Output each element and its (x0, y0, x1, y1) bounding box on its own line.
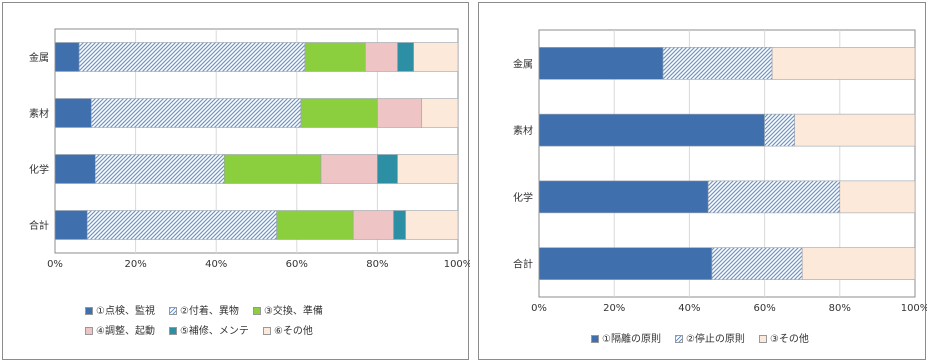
right-chart-x-tick-label: 60% (753, 303, 775, 314)
left-chart-bar-segment (320, 154, 378, 184)
right-chart-legend-swatch (591, 335, 599, 343)
left-chart-x-tick-label: 60% (286, 259, 308, 270)
right-chart-legend-swatch (674, 335, 683, 343)
left-chart-legend-label: ③交換、準備 (263, 306, 323, 317)
left-chart-legend-swatch (85, 307, 93, 315)
left-chart-bar-segment (54, 98, 92, 128)
left-chart-x-tick-label: 40% (205, 259, 227, 270)
right-chart-legend-item: ①隔離の原則 (591, 333, 661, 347)
left-chart-bar-segment (405, 210, 459, 240)
left-chart-legend-item: ④調整、起動 (85, 325, 155, 339)
left-chart-legend-label: ④調整、起動 (96, 326, 155, 337)
left-chart-legend-row: ①点検、監視 ②付着、異物 ③交換、準備 (85, 305, 337, 325)
left-chart-plot-area (54, 28, 459, 254)
left-chart-bar-segment (397, 42, 414, 72)
right-chart-category-label: 金属 (513, 57, 533, 70)
left-chart-category-label: 合計 (29, 219, 49, 232)
left-chart-legend-item: ③交換、準備 (252, 305, 323, 319)
right-chart-x-tick-label: 40% (678, 303, 700, 314)
left-chart-bar-segment (397, 154, 459, 184)
left-chart-panel: 0% 20% 40% 60% 80% 100% 金属素材化学合計 ①点検、監視 ②付着、異物 ③… (2, 2, 470, 360)
left-chart-x-tick-label: 0% (47, 259, 63, 270)
left-chart-legend-label: ⑤補修、メンテ (179, 326, 249, 337)
right-chart-x-tick-label: 0% (531, 303, 547, 314)
right-chart-category-label: 化学 (513, 191, 533, 204)
left-chart-legend-label: ①点検、監視 (96, 306, 155, 317)
right-chart-category-label: 合計 (513, 258, 533, 271)
right-chart-legend-label: ②停止の原則 (685, 334, 745, 345)
left-chart-category-label: 化学 (29, 163, 49, 176)
left-chart-bar-segment (365, 42, 398, 72)
right-chart-x-tick-label: 80% (829, 303, 851, 314)
left-chart-bar-segment (86, 210, 277, 240)
left-chart-bar-segment (413, 42, 459, 72)
left-chart-legend-label: ②付着、異物 (179, 306, 239, 317)
right-chart-bar-segment (771, 47, 916, 80)
left-chart-bar-segment (377, 154, 398, 184)
left-chart-category-label: 金属 (29, 51, 49, 64)
left-chart-x-tick-label: 100% (444, 259, 470, 270)
right-chart-bar-segment (801, 247, 916, 280)
left-chart-legend-row: ④調整、起動 ⑤補修、メンテ ⑥その他 (85, 325, 337, 345)
left-chart-bar-segment (90, 98, 302, 128)
right-chart-category-label: 素材 (513, 124, 533, 137)
left-chart-bar-segment (54, 42, 80, 72)
right-chart-legend-row: ①隔離の原則 ②停止の原則 ③その他 (591, 333, 823, 353)
left-chart-category-label: 素材 (29, 107, 49, 120)
right-chart-legend: ①隔離の原則 ②停止の原則 ③その他 (591, 333, 823, 353)
left-chart-legend: ①点検、監視 ②付着、異物 ③交換、準備 ④調整、起動 ⑤補修、メンテ ⑥その他 (85, 305, 337, 345)
right-chart-bar-segment (538, 113, 765, 147)
left-chart-x-tick-label: 80% (366, 259, 388, 270)
right-chart-legend-item: ③その他 (758, 333, 809, 347)
left-chart-bar-segment (393, 210, 406, 240)
left-chart-legend-swatch (252, 307, 261, 315)
left-chart-bar-segment (223, 154, 322, 184)
left-chart-bar-segment (78, 42, 306, 72)
left-chart-legend-item: ⑤補修、メンテ (168, 325, 249, 339)
left-chart-bar-segment (421, 98, 459, 128)
right-chart-legend-label: ③その他 (769, 334, 809, 345)
right-chart-bar-segment (538, 180, 709, 214)
left-chart-x-tick-label: 20% (124, 259, 146, 270)
left-chart-legend-swatch (168, 307, 177, 315)
right-chart-bar-segment (538, 47, 664, 80)
left-chart-legend-item: ⑥その他 (262, 325, 313, 339)
right-chart-legend-label: ①隔離の原則 (602, 334, 661, 345)
right-chart-bar-segment (764, 113, 795, 147)
left-chart-legend-item: ①点検、監視 (85, 305, 155, 319)
right-chart-bar-segment (707, 180, 841, 214)
left-chart-bar-segment (276, 210, 354, 240)
left-chart-legend-swatch (262, 327, 271, 335)
right-chart-legend-item: ②停止の原則 (674, 333, 745, 347)
right-chart-bar-segment (662, 47, 773, 80)
right-chart-panel: 0% 20% 40% 60% 80% 100% 金属素材化学合計 ①隔離の原則 ②停止の原則 ③… (478, 2, 927, 360)
left-chart-bar-segment (95, 154, 225, 184)
left-chart-bar-segment (304, 42, 366, 72)
left-chart-bar-segment (54, 210, 88, 240)
left-chart-bar-segment (54, 154, 96, 184)
right-chart-x-tick-label: 20% (603, 303, 625, 314)
right-chart-bar-segment (538, 247, 713, 280)
left-chart-legend-swatch (85, 327, 93, 335)
left-chart-bar-segment (352, 210, 394, 240)
left-chart-legend-label: ⑥その他 (273, 326, 313, 337)
left-chart-legend-item: ②付着、異物 (168, 305, 239, 319)
right-chart-plot-area (538, 29, 916, 298)
right-chart-bar-segment (711, 247, 803, 280)
right-chart-legend-swatch (758, 335, 767, 343)
left-chart-bar-segment (300, 98, 378, 128)
right-chart-x-tick-label: 100% (901, 303, 927, 314)
right-chart-bar-segment (839, 180, 916, 214)
right-chart-bar-segment (794, 113, 916, 147)
left-chart-bar-segment (377, 98, 423, 128)
left-chart-legend-swatch (168, 327, 177, 335)
